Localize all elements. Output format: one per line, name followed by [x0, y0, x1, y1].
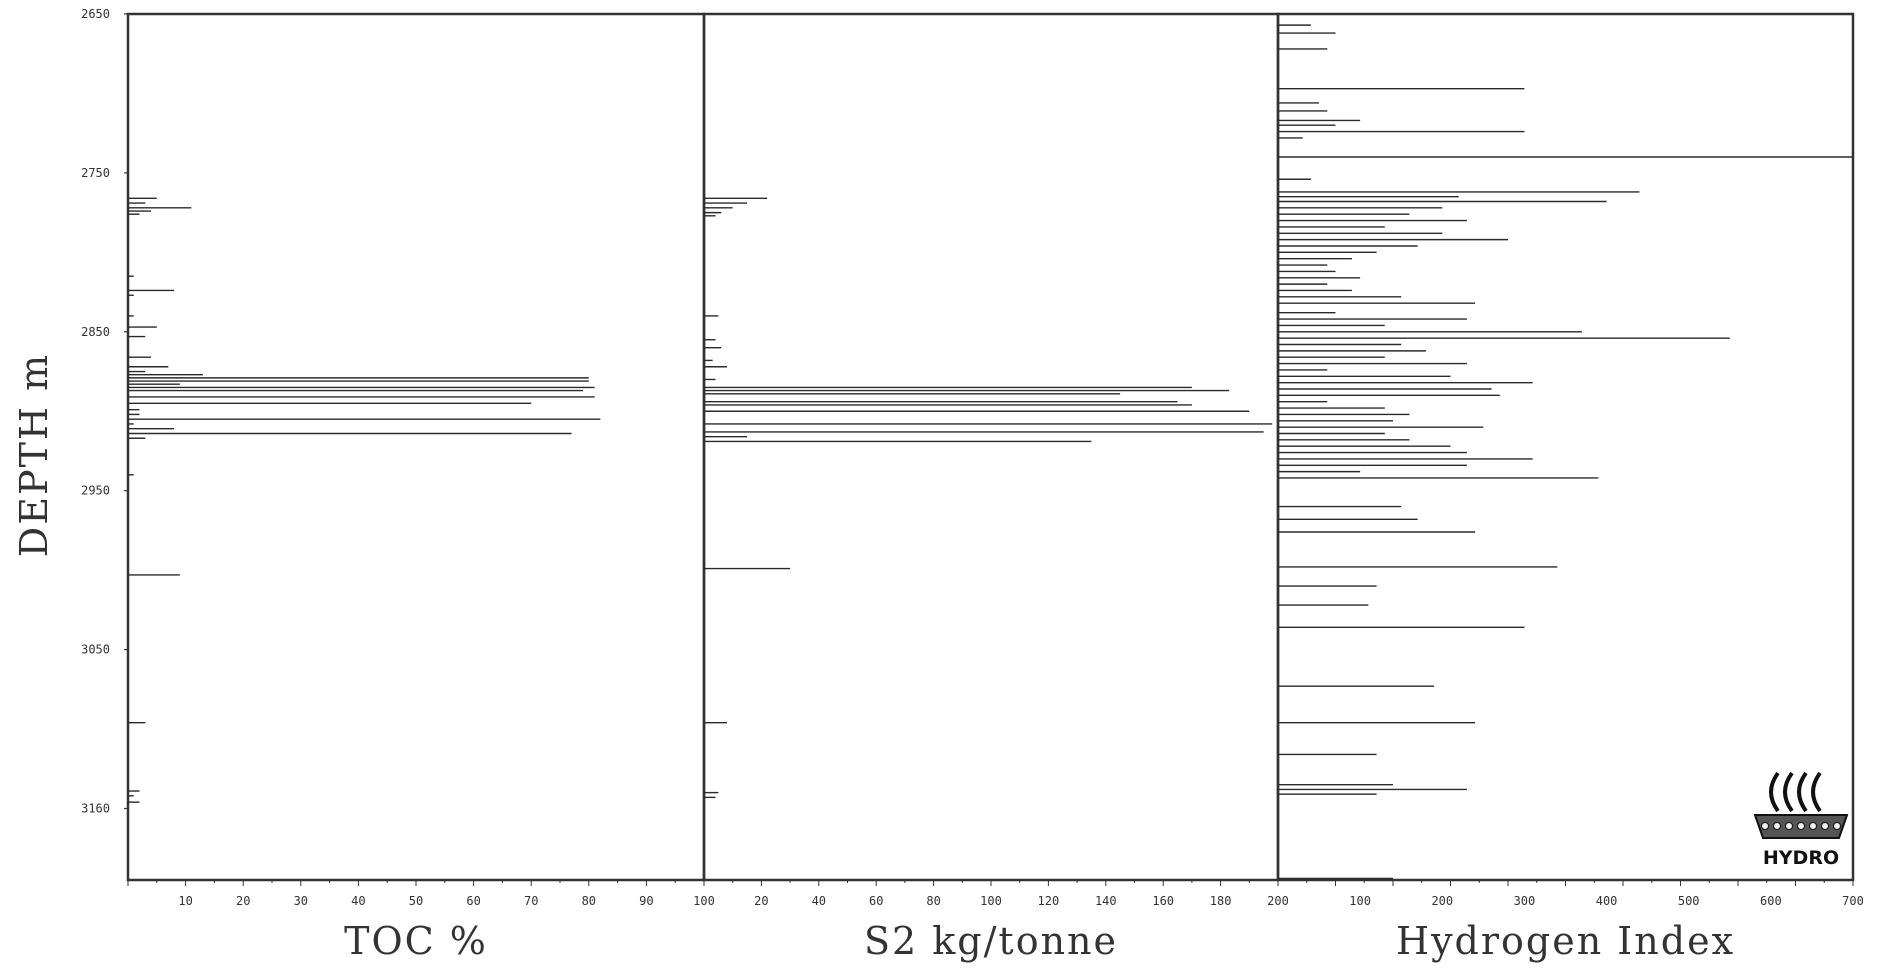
shield-mark: [1821, 822, 1829, 830]
y-tick-label: 2850: [81, 325, 110, 339]
x-tick-label: 20: [754, 894, 768, 908]
x-tick-label: 180: [1210, 894, 1232, 908]
x-axis-title: S2 kg/tonne: [864, 919, 1118, 963]
shield-mark: [1761, 822, 1769, 830]
logo-text: HYDRO: [1763, 847, 1839, 869]
x-tick-label: 70: [524, 894, 538, 908]
shield-mark: [1773, 822, 1781, 830]
x-tick-label: 100: [1349, 894, 1371, 908]
panel-frame: [126, 12, 706, 882]
panel-frame: [1276, 12, 1855, 882]
x-tick-label: 80: [582, 894, 596, 908]
chart-panels: [126, 12, 1855, 882]
panel-2: [702, 12, 1280, 882]
x-tick-label: 140: [1095, 894, 1117, 908]
y-tick-label: 2650: [81, 7, 110, 21]
wave-mark: [1797, 771, 1808, 813]
shield-mark: [1785, 822, 1793, 830]
x-tick-label: 40: [351, 894, 365, 908]
x-tick-label: 200: [1431, 894, 1453, 908]
x-tick-label: 90: [639, 894, 653, 908]
x-tick-label: 50: [409, 894, 423, 908]
wave-mark: [1811, 771, 1822, 813]
x-tick-label: 120: [1038, 894, 1060, 908]
x-tick-label: 80: [926, 894, 940, 908]
x-tick-label: 100: [693, 894, 715, 908]
x-tick-label: 60: [869, 894, 883, 908]
x-tick-label: 500: [1678, 894, 1700, 908]
x-tick-label: 200: [1267, 894, 1289, 908]
x-tick-label: 40: [812, 894, 826, 908]
hydro-logo: HYDRO: [1753, 771, 1849, 869]
y-axis-ticks: 2650 2750 2850 2950 3050 3160: [81, 7, 128, 815]
x-tick-label: 30: [294, 894, 308, 908]
x-axis-title: Hydrogen Index: [1396, 919, 1735, 963]
x-axis: 10 20 30 40 50 60 70 80 90 100 TOC % 20 40 60 80 100 120…: [127, 880, 1864, 963]
x-tick-label: 400: [1596, 894, 1618, 908]
x-tick-label: 600: [1760, 894, 1782, 908]
wave-mark: [1769, 771, 1780, 813]
y-tick-label: 2750: [81, 166, 110, 180]
x-axis-title: TOC %: [344, 919, 488, 963]
x-tick-label: 700: [1842, 894, 1864, 908]
y-tick-label: 3050: [81, 643, 110, 657]
y-tick-label: 3160: [81, 801, 110, 815]
x-tick-label: 60: [466, 894, 480, 908]
x-tick-label: 160: [1152, 894, 1174, 908]
panel-1: [126, 12, 706, 882]
x-tick-label: 100: [980, 894, 1002, 908]
shield-mark: [1797, 822, 1805, 830]
x-tick-label: 20: [236, 894, 250, 908]
x-tick-label: 10: [178, 894, 192, 908]
shield-mark: [1833, 822, 1841, 830]
wave-mark: [1783, 771, 1794, 813]
panel-3: [1276, 12, 1855, 882]
y-tick-label: 2950: [81, 484, 110, 498]
x-tick-label: 300: [1514, 894, 1536, 908]
y-axis-label: DEPTH m: [12, 353, 56, 557]
panel-frame: [702, 12, 1280, 882]
shield-mark: [1809, 822, 1817, 830]
